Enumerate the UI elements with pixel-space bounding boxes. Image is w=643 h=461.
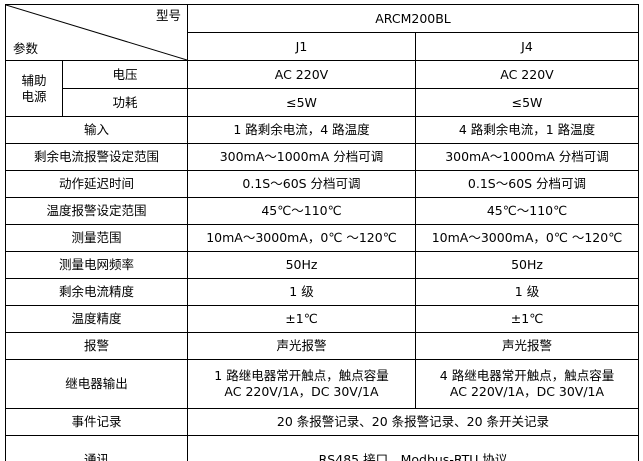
row-value-merged: 20 条报警记录、20 条报警记录、20 条开关记录 bbox=[187, 408, 639, 436]
table-row-aux-voltage: 辅助 电源 电压 AC 220V AC 220V bbox=[5, 60, 639, 117]
model-name-cell: ARCM200BL bbox=[187, 4, 639, 33]
row-value-j4: ±1℃ bbox=[415, 305, 639, 333]
row-label: 输入 bbox=[5, 116, 188, 144]
aux-power-label: 功耗 bbox=[62, 88, 188, 117]
row-value-j4: 300mA～1000mA 分档可调 bbox=[415, 143, 639, 171]
specification-table: 型号 参数 ARCM200BL J1 J4 辅助 电源 电压 AC 220V A… bbox=[5, 4, 639, 461]
corner-model-label: 型号 bbox=[155, 8, 181, 23]
aux-voltage-j1: AC 220V bbox=[187, 60, 416, 89]
row-label: 继电器输出 bbox=[5, 359, 188, 409]
row-label: 温度报警设定范围 bbox=[5, 197, 188, 225]
table-row: 报警 声光报警 声光报警 bbox=[5, 332, 639, 360]
relay-j1-line1: 1 路继电器常开触点，触点容量 bbox=[214, 368, 389, 384]
diagonal-divider-icon bbox=[6, 5, 187, 60]
row-value-j1: 声光报警 bbox=[187, 332, 416, 360]
table-row: 输入 1 路剩余电流，4 路温度 4 路剩余电流，1 路温度 bbox=[5, 116, 639, 144]
column-header-j4: J4 bbox=[415, 32, 639, 61]
table-row: 剩余电流精度 1 级 1 级 bbox=[5, 278, 639, 306]
relay-j4-line2: AC 220V/1A，DC 30V/1A bbox=[449, 384, 605, 399]
table-row-aux-power: 功耗 ≤5W ≤5W bbox=[6, 88, 639, 117]
row-label: 通讯 bbox=[5, 435, 188, 461]
aux-power-group-label-line1: 辅助 bbox=[21, 72, 47, 88]
row-label: 剩余电流精度 bbox=[5, 278, 188, 306]
row-value-j4: 1 级 bbox=[415, 278, 639, 306]
row-value-j1: 1 级 bbox=[187, 278, 416, 306]
table-row: 温度报警设定范围 45℃～110℃ 45℃～110℃ bbox=[5, 197, 639, 225]
relay-j4-line1: 4 路继电器常开触点，触点容量 bbox=[439, 368, 615, 384]
aux-power-group-label-line2: 电源 bbox=[21, 88, 47, 104]
row-value-j4: 4 路继电器常开触点，触点容量 AC 220V/1A，DC 30V/1A bbox=[415, 359, 639, 409]
table-row: 测量范围 10mA～3000mA，0℃ ～120℃ 10mA～3000mA，0℃… bbox=[5, 224, 639, 252]
row-value-j4: 0.1S～60S 分档可调 bbox=[415, 170, 639, 198]
aux-power-j4: ≤5W bbox=[415, 88, 639, 117]
table-row: 动作延迟时间 0.1S～60S 分档可调 0.1S～60S 分档可调 bbox=[5, 170, 639, 198]
table-row-relay-output: 继电器输出 1 路继电器常开触点，触点容量 AC 220V/1A，DC 30V/… bbox=[5, 359, 639, 409]
row-label: 剩余电流报警设定范围 bbox=[5, 143, 188, 171]
row-label: 测量电网频率 bbox=[5, 251, 188, 279]
corner-header-cell: 型号 参数 bbox=[5, 4, 188, 61]
table-row: 温度精度 ±1℃ ±1℃ bbox=[5, 305, 639, 333]
row-value-j4: 4 路剩余电流，1 路温度 bbox=[415, 116, 639, 144]
row-value-j1: 300mA～1000mA 分档可调 bbox=[187, 143, 416, 171]
row-value-j1: 45℃～110℃ bbox=[187, 197, 416, 225]
row-value-merged: RS485 接口，Modbus-RTU 协议 bbox=[187, 435, 639, 461]
table-row-header-columns: J1 J4 bbox=[6, 32, 639, 61]
row-value-j1: 50Hz bbox=[187, 251, 416, 279]
relay-j1-line2: AC 220V/1A，DC 30V/1A bbox=[224, 384, 379, 399]
row-label: 动作延迟时间 bbox=[5, 170, 188, 198]
row-value-j4: 45℃～110℃ bbox=[415, 197, 639, 225]
row-value-j4: 50Hz bbox=[415, 251, 639, 279]
aux-power-group-label: 辅助 电源 bbox=[5, 60, 63, 117]
row-value-j1: 0.1S～60S 分档可调 bbox=[187, 170, 416, 198]
row-value-j1: 10mA～3000mA，0℃ ～120℃ bbox=[187, 224, 416, 252]
row-value-j1: 1 路继电器常开触点，触点容量 AC 220V/1A，DC 30V/1A bbox=[187, 359, 416, 409]
row-label: 测量范围 bbox=[5, 224, 188, 252]
table-row: 剩余电流报警设定范围 300mA～1000mA 分档可调 300mA～1000m… bbox=[5, 143, 639, 171]
aux-power-j1: ≤5W bbox=[187, 88, 416, 117]
aux-voltage-label: 电压 bbox=[62, 60, 188, 89]
row-value-j1: 1 路剩余电流，4 路温度 bbox=[187, 116, 416, 144]
table-row-merged: 通讯 RS485 接口，Modbus-RTU 协议 bbox=[5, 435, 639, 461]
row-label: 报警 bbox=[5, 332, 188, 360]
table-row-header-model: 型号 参数 ARCM200BL bbox=[5, 4, 639, 61]
aux-voltage-j4: AC 220V bbox=[415, 60, 639, 89]
row-value-j4: 声光报警 bbox=[415, 332, 639, 360]
row-value-j4: 10mA～3000mA，0℃ ～120℃ bbox=[415, 224, 639, 252]
column-header-j1: J1 bbox=[187, 32, 416, 61]
row-value-j1: ±1℃ bbox=[187, 305, 416, 333]
corner-param-label: 参数 bbox=[13, 41, 39, 57]
row-label: 温度精度 bbox=[5, 305, 188, 333]
table-row: 测量电网频率 50Hz 50Hz bbox=[5, 251, 639, 279]
table-row-merged: 事件记录 20 条报警记录、20 条报警记录、20 条开关记录 bbox=[5, 408, 639, 436]
row-label: 事件记录 bbox=[5, 408, 188, 436]
